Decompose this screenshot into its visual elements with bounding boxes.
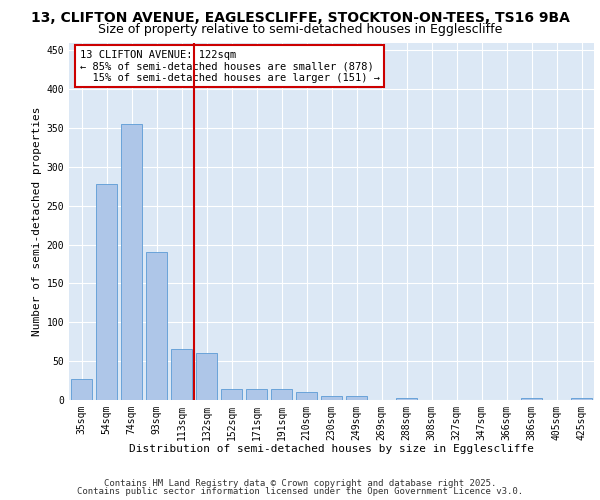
Text: Contains public sector information licensed under the Open Government Licence v3: Contains public sector information licen… <box>77 487 523 496</box>
Bar <box>396 398 417 400</box>
Bar <box>171 350 192 400</box>
Bar <box>296 392 317 400</box>
Y-axis label: Number of semi-detached properties: Number of semi-detached properties <box>32 106 43 336</box>
Text: 13 CLIFTON AVENUE: 122sqm
← 85% of semi-detached houses are smaller (878)
  15% : 13 CLIFTON AVENUE: 122sqm ← 85% of semi-… <box>79 50 380 83</box>
Bar <box>71 379 92 400</box>
X-axis label: Distribution of semi-detached houses by size in Egglescliffe: Distribution of semi-detached houses by … <box>129 444 534 454</box>
Bar <box>146 252 167 400</box>
Bar <box>521 398 542 400</box>
Bar <box>96 184 117 400</box>
Bar <box>221 389 242 400</box>
Text: 13, CLIFTON AVENUE, EAGLESCLIFFE, STOCKTON-ON-TEES, TS16 9BA: 13, CLIFTON AVENUE, EAGLESCLIFFE, STOCKT… <box>31 11 569 25</box>
Bar <box>246 389 267 400</box>
Bar <box>571 398 592 400</box>
Bar <box>121 124 142 400</box>
Bar <box>271 389 292 400</box>
Text: Contains HM Land Registry data © Crown copyright and database right 2025.: Contains HM Land Registry data © Crown c… <box>104 478 496 488</box>
Bar <box>346 396 367 400</box>
Text: Size of property relative to semi-detached houses in Egglescliffe: Size of property relative to semi-detach… <box>98 22 502 36</box>
Bar <box>196 354 217 400</box>
Bar <box>321 396 342 400</box>
